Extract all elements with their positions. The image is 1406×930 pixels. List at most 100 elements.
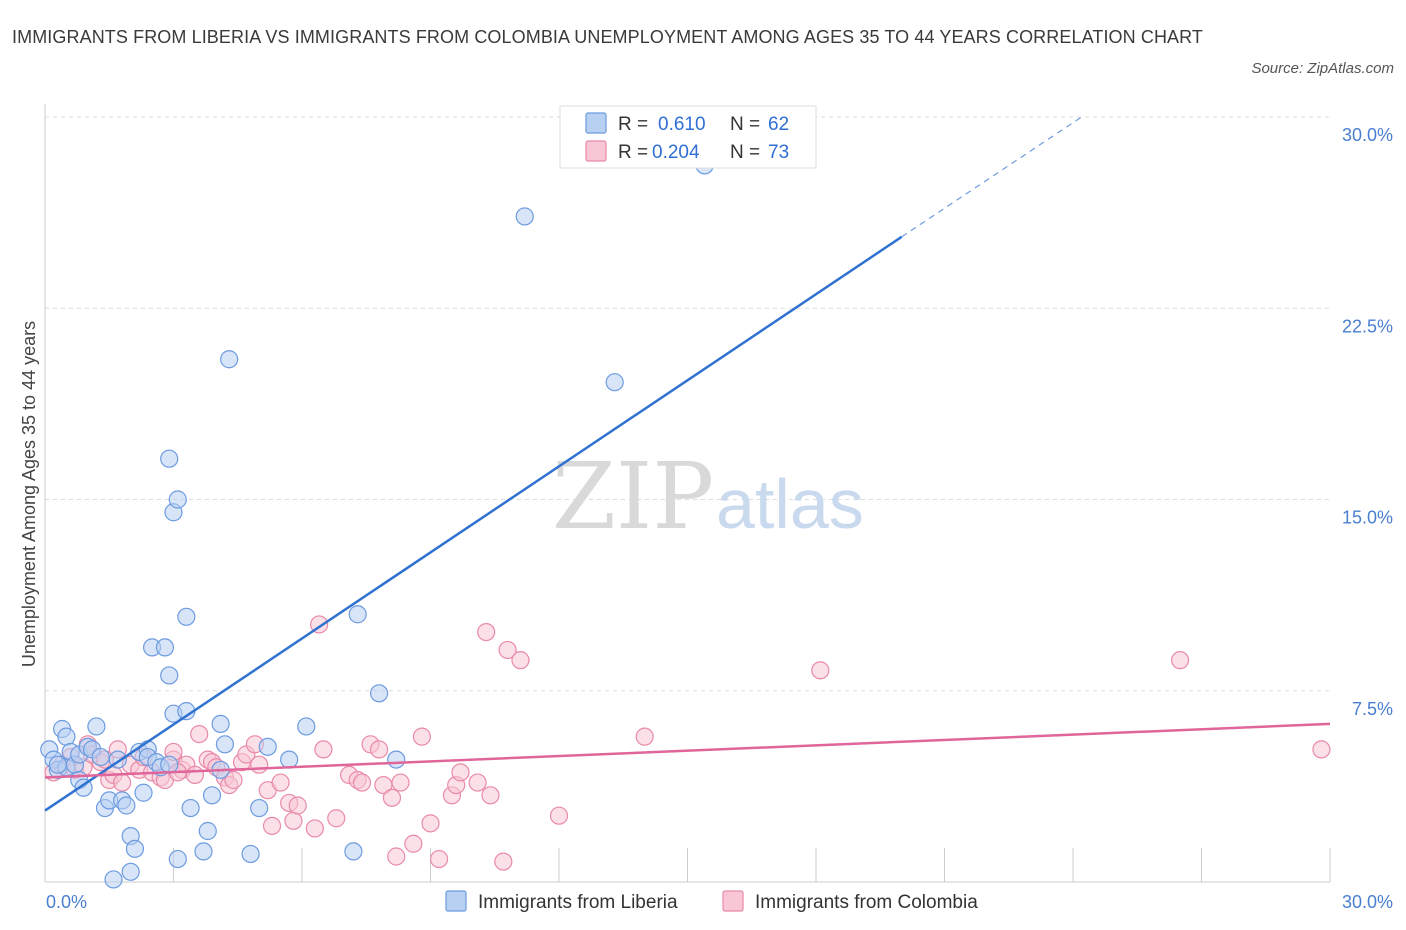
colombia-point: [511, 651, 530, 670]
colombia-point: [284, 811, 303, 830]
stats-legend: R = 0.610 N = 62 R = 0.204 N = 73: [559, 105, 817, 169]
x-tick-label: 0.0%: [46, 892, 87, 912]
liberia-point: [104, 870, 123, 889]
liberia-point: [87, 717, 106, 736]
chart-title: IMMIGRANTS FROM LIBERIA VS IMMIGRANTS FR…: [12, 27, 1204, 47]
liberia-point: [348, 605, 367, 624]
liberia-swatch: [585, 112, 607, 134]
colombia-point: [391, 773, 410, 792]
colombia-swatch: [585, 140, 607, 162]
x-tick-label: 30.0%: [1342, 892, 1393, 912]
colombia-point: [387, 847, 406, 866]
liberia-points: [40, 156, 714, 889]
legend-r-label: R =: [618, 142, 648, 163]
liberia-point: [91, 747, 110, 767]
colombia-point: [352, 773, 372, 792]
colombia-point: [811, 661, 830, 680]
liberia-point: [125, 839, 145, 858]
legend-n-label: N =: [730, 142, 760, 163]
colombia-points: [44, 615, 1331, 871]
liberia-point: [515, 207, 534, 226]
legend-n-value: 73: [768, 142, 789, 163]
colombia-point: [327, 809, 346, 828]
colombia-point: [190, 724, 209, 744]
colombia-point: [481, 786, 500, 805]
colombia-point: [370, 740, 389, 759]
liberia-point: [117, 796, 136, 815]
colombia-point: [468, 773, 487, 792]
legend-r-value: 0.610: [658, 114, 706, 135]
colombia-point: [224, 770, 243, 790]
legend-n-value: 62: [768, 114, 789, 135]
liberia-point: [121, 862, 140, 881]
liberia-point: [211, 714, 230, 734]
colombia-point: [271, 773, 290, 792]
liberia-point: [605, 373, 624, 392]
liberia-legend-label: Immigrants from Liberia: [478, 892, 678, 913]
colombia-trend-line: [44, 722, 1331, 779]
liberia-point: [168, 849, 187, 869]
liberia-point: [155, 638, 175, 657]
liberia-point: [160, 449, 179, 468]
colombia-point: [314, 740, 333, 759]
liberia-trend-line: [44, 235, 903, 812]
liberia-point: [181, 798, 200, 818]
y-tick-label: 30.0%: [1342, 125, 1393, 145]
liberia-point: [160, 666, 179, 685]
colombia-point: [494, 852, 513, 871]
x-tick-labels: 0.0% 30.0%: [46, 892, 1393, 912]
colombia-point: [451, 763, 470, 782]
liberia-point: [168, 490, 187, 509]
liberia-point: [241, 844, 260, 864]
colombia-legend-swatch: [722, 890, 744, 912]
watermark-atlas: atlas: [716, 465, 864, 543]
colombia-point: [250, 755, 269, 774]
grid: [45, 116, 1330, 692]
colombia-point: [412, 727, 432, 746]
liberia-point: [250, 798, 269, 818]
liberia-point: [370, 684, 389, 703]
liberia-point: [160, 755, 179, 774]
y-tick-label: 7.5%: [1352, 699, 1393, 719]
liberia-legend-swatch: [445, 890, 467, 912]
watermark-zip: ZIP: [552, 443, 714, 550]
trend-lines: [44, 116, 1331, 812]
liberia-point: [57, 727, 76, 746]
liberia-point: [177, 607, 196, 626]
y-tick-labels: 7.5% 15.0% 22.5% 30.0%: [1342, 125, 1393, 719]
colombia-point: [404, 834, 423, 853]
y-axis-title: Unemployment Among Ages 35 to 44 years: [19, 321, 39, 667]
colombia-point: [429, 849, 449, 869]
legend-r-label: R =: [618, 114, 648, 135]
liberia-point: [220, 350, 239, 369]
legend-n-label: N =: [730, 114, 760, 135]
colombia-point: [549, 806, 569, 825]
colombia-point: [635, 727, 654, 746]
series-legend: Immigrants from Liberia Immigrants from …: [445, 890, 978, 913]
liberia-point: [280, 750, 299, 769]
colombia-point: [185, 765, 205, 785]
colombia-point: [498, 640, 517, 660]
liberia-point: [48, 755, 67, 774]
y-tick-label: 15.0%: [1342, 508, 1393, 528]
liberia-point: [344, 842, 363, 861]
liberia-point: [194, 842, 213, 861]
colombia-point: [382, 788, 402, 807]
colombia-point: [262, 816, 282, 836]
liberia-point: [198, 821, 217, 841]
colombia-point: [477, 622, 496, 642]
legend-r-value: 0.204: [652, 142, 700, 163]
liberia-point: [215, 735, 234, 754]
source-label: Source: ZipAtlas.com: [1251, 60, 1394, 77]
liberia-point: [258, 737, 277, 756]
colombia-point: [1312, 740, 1331, 759]
liberia-trend-extension: [901, 116, 1082, 238]
liberia-point: [202, 786, 222, 805]
colombia-point: [288, 796, 307, 815]
y-tick-label: 22.5%: [1342, 316, 1393, 336]
liberia-point: [297, 717, 316, 736]
colombia-legend-label: Immigrants from Colombia: [755, 892, 978, 913]
liberia-point: [134, 783, 153, 802]
colombia-point: [305, 819, 324, 838]
